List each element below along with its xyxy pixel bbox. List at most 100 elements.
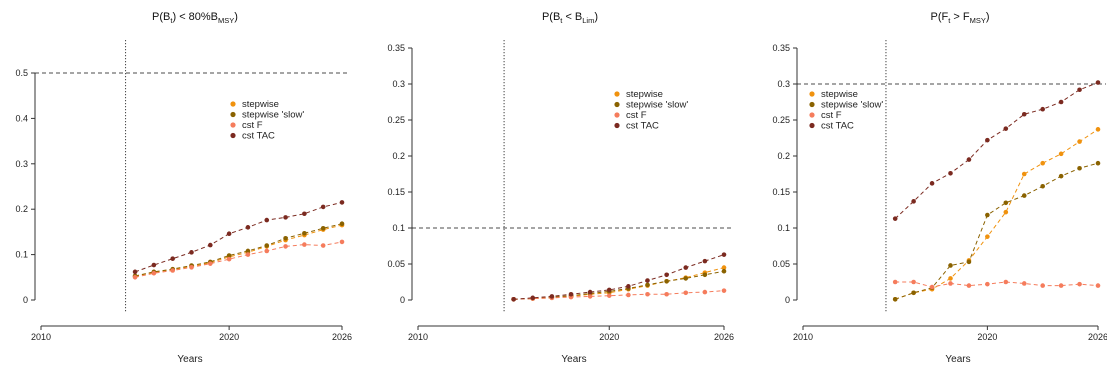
data-point	[966, 283, 972, 288]
data-point	[245, 225, 251, 230]
data-point	[226, 253, 232, 258]
data-point	[1058, 173, 1064, 179]
data-point	[226, 256, 232, 262]
legend-label: stepwise	[242, 99, 279, 110]
chart-panel-1: 0 0.1 0.2 0.3 0.4 0.5 2010 2020 2026 Years P(Bt) <…	[15, 11, 352, 365]
data-point	[948, 276, 953, 281]
data-point	[664, 291, 669, 297]
data-point	[911, 199, 916, 204]
y-tick-label: 0.2	[15, 204, 28, 214]
data-point	[1058, 99, 1064, 105]
x-tick-label: 2026	[1088, 332, 1107, 342]
data-point	[948, 170, 953, 176]
data-point	[892, 216, 898, 221]
y-tick-label: 0.1	[15, 250, 28, 260]
y-tick-label: 0.1	[392, 223, 405, 233]
y-tick-label: 0.35	[772, 43, 790, 53]
legend-label: stepwise 'slow'	[626, 100, 688, 111]
y-tick-label: 0.05	[772, 259, 790, 269]
data-point	[1095, 80, 1101, 85]
data-point	[264, 243, 270, 248]
title-text: )	[594, 11, 598, 23]
data-point	[1040, 106, 1045, 112]
legend-label: cst TAC	[626, 121, 659, 132]
title-text: P(B	[542, 11, 560, 23]
title-text: < B	[562, 11, 582, 23]
data-point	[1021, 111, 1027, 117]
title-subscript: MSY	[218, 16, 234, 25]
data-point	[985, 234, 990, 239]
legend-marker	[614, 112, 620, 118]
data-point	[1077, 87, 1082, 93]
legend-label: cst F	[626, 110, 647, 121]
data-point	[948, 263, 953, 268]
data-point	[911, 290, 916, 296]
data-point	[339, 239, 345, 245]
legend-marker	[230, 111, 236, 118]
legend-label: cst TAC	[821, 121, 854, 132]
data-point	[1077, 139, 1082, 144]
data-point	[245, 248, 251, 254]
data-point	[245, 252, 251, 257]
series-line-1	[134, 224, 343, 277]
legend-marker	[614, 91, 620, 97]
legend-marker	[230, 101, 236, 107]
data-point	[1077, 281, 1082, 287]
legend-label: stepwise 'slow'	[821, 100, 883, 111]
x-tick-label: 2010	[793, 332, 813, 342]
data-point	[1021, 193, 1027, 198]
title-text: ) < 80%B	[172, 11, 218, 23]
legend-label: stepwise 'slow'	[242, 110, 304, 121]
panel-title: P(Ft > FMSY)	[930, 11, 989, 25]
data-point	[339, 221, 345, 227]
title-subscript: t	[170, 16, 173, 25]
data-point	[1003, 209, 1009, 215]
series-line-1	[895, 128, 1099, 300]
data-point	[208, 261, 213, 266]
data-point	[1095, 283, 1101, 288]
data-point	[702, 272, 708, 278]
legend-marker	[614, 122, 620, 129]
y-tick-label: 0.2	[777, 151, 790, 161]
x-tick-label: 2026	[332, 332, 352, 342]
data-point	[302, 211, 307, 217]
y-tick-label: 0.5	[15, 68, 28, 78]
data-point	[1021, 171, 1027, 177]
data-point	[1077, 165, 1082, 171]
data-point	[1040, 283, 1045, 288]
series-line-3	[513, 290, 725, 300]
data-point	[568, 291, 574, 297]
data-point	[1095, 160, 1101, 166]
data-point	[1058, 283, 1064, 288]
data-point	[626, 284, 631, 289]
data-point	[721, 268, 727, 274]
y-tick-label: 0.2	[392, 151, 405, 161]
y-tick-label: 0.25	[387, 115, 405, 125]
title-subscript: t	[948, 16, 951, 25]
data-point	[1021, 281, 1027, 286]
data-point	[966, 157, 972, 162]
series-line-3	[134, 241, 343, 278]
data-point	[645, 278, 650, 283]
data-point	[929, 284, 935, 290]
panel-title: P(Bt) < 80%BMSY)	[152, 11, 238, 25]
series-line-4	[134, 201, 343, 273]
title-text: )	[234, 11, 238, 23]
x-axis-title: Years	[561, 354, 586, 365]
data-point	[929, 181, 935, 186]
title-subscript: MSY	[970, 16, 986, 25]
legend-marker	[230, 132, 236, 139]
series-line-2	[134, 223, 343, 277]
legend-label: stepwise	[821, 89, 858, 100]
data-point	[606, 293, 612, 298]
y-tick-label: 0.05	[387, 259, 405, 269]
data-point	[132, 275, 138, 280]
data-point	[626, 292, 631, 298]
legend-marker	[614, 101, 620, 108]
data-point	[170, 268, 175, 273]
title-text: P(F	[930, 11, 948, 23]
data-point	[189, 250, 194, 255]
data-point	[189, 265, 194, 270]
legend-marker	[230, 122, 236, 128]
